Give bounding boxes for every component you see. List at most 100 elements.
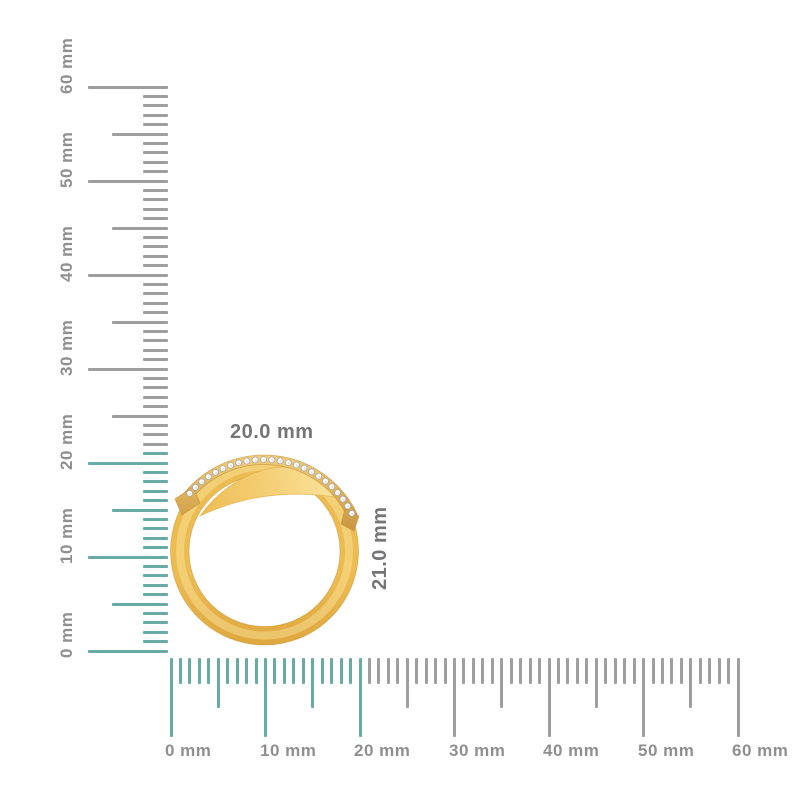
ruler-tick bbox=[112, 414, 168, 418]
ruler-tick bbox=[143, 151, 168, 155]
ruler-tick bbox=[311, 658, 315, 708]
ruler-tick bbox=[490, 658, 494, 684]
ruler-tick bbox=[547, 658, 551, 737]
ruler-tick bbox=[143, 104, 168, 108]
diamond-stones bbox=[186, 456, 356, 517]
ruler-tick bbox=[143, 433, 168, 437]
ruler-tick bbox=[188, 658, 192, 684]
ring-band-sheen bbox=[176, 462, 353, 640]
ruler-tick bbox=[88, 367, 168, 371]
ruler-tick bbox=[736, 658, 740, 737]
ruler-tick bbox=[143, 217, 168, 221]
vertical-ruler-label: 30 mm bbox=[57, 319, 76, 376]
ruler-tick bbox=[301, 658, 305, 684]
ruler-tick bbox=[245, 658, 249, 684]
ruler-tick bbox=[443, 658, 447, 684]
ruler-tick bbox=[660, 658, 664, 684]
ruler-tick bbox=[604, 658, 608, 684]
horizontal-ruler-label: 10 mm bbox=[260, 741, 317, 760]
ruler-tick bbox=[143, 188, 168, 192]
ruler-tick bbox=[538, 658, 541, 684]
ruler-tick bbox=[264, 658, 267, 737]
horizontal-ruler-label: 20 mm bbox=[354, 741, 411, 760]
ruler-tick bbox=[509, 658, 513, 684]
ruler-tick bbox=[197, 658, 201, 684]
ruler-tick bbox=[415, 658, 419, 684]
ruler-tick bbox=[235, 658, 239, 684]
vertical-ruler-label: 20 mm bbox=[57, 413, 76, 470]
ruler-tick bbox=[708, 658, 712, 684]
horizontal-ruler-label: 0 mm bbox=[165, 741, 212, 760]
ruler-tick bbox=[143, 113, 168, 117]
ruler-tick bbox=[367, 658, 371, 684]
ruler-tick bbox=[143, 358, 168, 362]
ring-image bbox=[170, 454, 360, 646]
ruler-tick bbox=[727, 658, 730, 684]
ruler-tick bbox=[632, 658, 636, 684]
ruler-tick bbox=[575, 658, 579, 684]
ruler-tick bbox=[358, 658, 362, 737]
vertical-ruler-label: 0 mm bbox=[57, 611, 76, 658]
ruler-tick bbox=[207, 658, 211, 684]
vertical-ruler-label: 60 mm bbox=[57, 37, 76, 94]
ruler-tick bbox=[143, 198, 168, 202]
ruler-tick bbox=[88, 273, 168, 277]
vertical-ruler-label: 10 mm bbox=[57, 507, 76, 564]
ruler-tick bbox=[112, 320, 168, 324]
ruler-tick bbox=[642, 658, 645, 737]
ruler-tick bbox=[679, 658, 683, 684]
ruler-tick bbox=[88, 85, 168, 89]
ruler-tick bbox=[717, 658, 721, 684]
ruler-tick bbox=[143, 311, 168, 315]
ruler-tick bbox=[112, 226, 168, 230]
ruler-tick bbox=[143, 141, 168, 145]
ruler-tick bbox=[519, 658, 523, 684]
ruler-tick bbox=[143, 207, 168, 211]
horizontal-ruler-label: 40 mm bbox=[543, 741, 600, 760]
ruler-tick bbox=[88, 179, 168, 183]
ruler-tick bbox=[434, 658, 438, 684]
ruler-tick bbox=[226, 658, 230, 684]
ruler-tick bbox=[320, 658, 324, 684]
horizontal-ruler-label: 60 mm bbox=[732, 741, 789, 760]
height-dimension-label: 21.0 mm bbox=[369, 506, 391, 590]
width-dimension-label: 20.0 mm bbox=[230, 421, 314, 443]
ruler-tick bbox=[330, 658, 334, 684]
ruler-tick bbox=[143, 423, 168, 427]
ruler-tick bbox=[143, 235, 168, 239]
ruler-tick bbox=[143, 245, 168, 249]
ruler-tick bbox=[623, 658, 627, 684]
ruler-tick bbox=[216, 658, 220, 708]
ruler-tick bbox=[169, 658, 173, 737]
ruler-tick bbox=[143, 170, 168, 174]
ruler-tick bbox=[143, 386, 168, 390]
ruler-tick bbox=[143, 301, 168, 305]
ruler-tick bbox=[500, 658, 504, 708]
ruler-tick bbox=[143, 254, 168, 258]
ruler-tick bbox=[292, 658, 296, 684]
ruler-tick bbox=[143, 160, 168, 164]
channel-left-cap bbox=[174, 486, 201, 516]
ruler-tick bbox=[349, 658, 352, 684]
ruler-tick bbox=[689, 658, 693, 708]
ruler-tick bbox=[386, 658, 390, 684]
ruler-tick bbox=[698, 658, 702, 684]
ruler-tick bbox=[481, 658, 485, 684]
ruler-tick bbox=[613, 658, 617, 684]
ruler-tick bbox=[143, 123, 168, 127]
ruler-tick bbox=[143, 264, 168, 268]
ruler-tick bbox=[462, 658, 466, 684]
ruler-tick bbox=[282, 658, 286, 684]
vertical-ruler-label: 50 mm bbox=[57, 131, 76, 188]
ruler-tick bbox=[557, 658, 560, 684]
vertical-ruler-label: 40 mm bbox=[57, 225, 76, 282]
ruler-tick bbox=[471, 658, 475, 684]
ruler-tick bbox=[424, 658, 428, 684]
ruler-tick bbox=[143, 376, 168, 380]
ruler-tick bbox=[143, 339, 168, 343]
ruler-tick bbox=[339, 658, 343, 684]
ruler-tick bbox=[453, 658, 456, 737]
ruler-tick bbox=[143, 94, 168, 98]
